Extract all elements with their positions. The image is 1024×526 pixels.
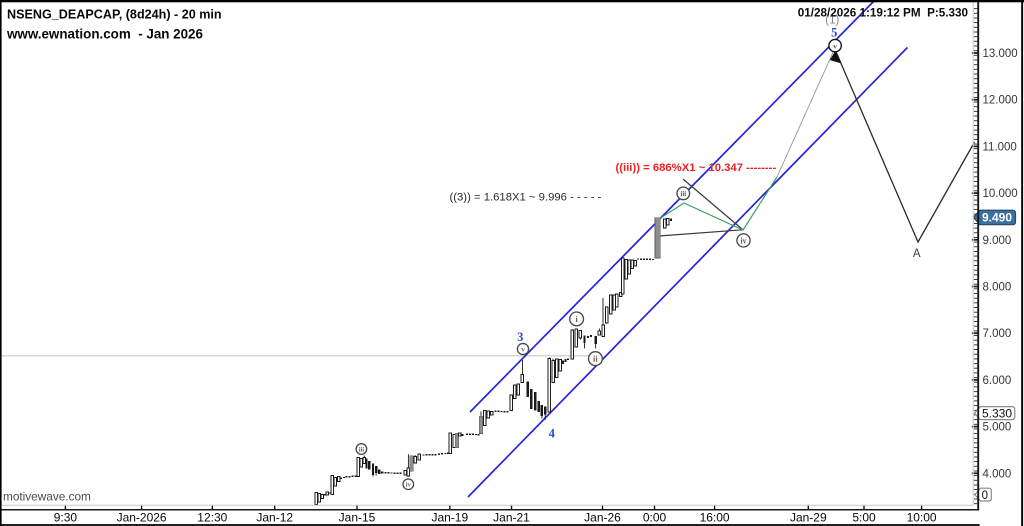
svg-text:((3)) = 1.618X1 ~ 9.996 - - -: ((3)) = 1.618X1 ~ 9.996 - - - - - [450, 192, 602, 204]
svg-text:4.000: 4.000 [983, 468, 1012, 480]
svg-text:5.330: 5.330 [982, 406, 1012, 420]
svg-text:v: v [833, 41, 837, 50]
svg-text:Jan-12: Jan-12 [256, 510, 293, 524]
svg-text:iv: iv [406, 482, 412, 489]
svg-text:www.ewnation.com - Jan 2026: www.ewnation.com - Jan 2026 [6, 27, 203, 42]
svg-text:10:00: 10:00 [907, 510, 937, 524]
svg-text:13.000: 13.000 [983, 48, 1018, 60]
svg-text:5:00: 5:00 [852, 510, 876, 524]
svg-text:10.000: 10.000 [983, 188, 1018, 200]
svg-text:Jan-19: Jan-19 [431, 510, 468, 524]
svg-text:4: 4 [549, 427, 556, 441]
svg-text:01/28/2026 1:19:12 PM P:5.330: 01/28/2026 1:19:12 PM P:5.330 [798, 6, 969, 19]
svg-text:motivewave.com: motivewave.com [3, 490, 91, 504]
svg-text:iii: iii [359, 446, 365, 453]
svg-text:A: A [913, 248, 921, 260]
svg-text:iii: iii [680, 190, 686, 198]
svg-text:9.000: 9.000 [983, 235, 1012, 247]
svg-text:((iii)) = 686%X1 ~ 10.347 ----: ((iii)) = 686%X1 ~ 10.347 -------- [616, 162, 777, 174]
svg-text:12.000: 12.000 [983, 95, 1018, 107]
svg-text:5.000: 5.000 [983, 422, 1012, 434]
svg-text:6.000: 6.000 [983, 375, 1012, 387]
svg-text:Jan-21: Jan-21 [493, 510, 530, 524]
svg-text:Jan-26: Jan-26 [584, 510, 621, 524]
svg-text:9:30: 9:30 [54, 510, 78, 524]
svg-text:v: v [521, 346, 525, 354]
svg-text:0:00: 0:00 [643, 510, 667, 524]
svg-text:9.490: 9.490 [982, 211, 1012, 225]
svg-text:0: 0 [982, 490, 988, 502]
svg-text:Jan-2026: Jan-2026 [117, 510, 167, 524]
svg-text:7.000: 7.000 [983, 328, 1012, 340]
svg-text:Jan-29: Jan-29 [790, 510, 827, 524]
svg-text:iv: iv [740, 236, 746, 245]
svg-text:i: i [575, 314, 578, 324]
svg-text:8.000: 8.000 [983, 282, 1012, 294]
svg-text:5: 5 [831, 25, 837, 39]
svg-text:Jan-15: Jan-15 [339, 510, 376, 524]
svg-text:3: 3 [517, 330, 523, 344]
svg-text:12:30: 12:30 [197, 510, 227, 524]
svg-text:NSENG_DEAPCAP, (8d24h) - 20 mi: NSENG_DEAPCAP, (8d24h) - 20 min [7, 8, 222, 22]
svg-text:(1): (1) [825, 14, 839, 26]
svg-text:16:00: 16:00 [700, 510, 730, 524]
svg-text:ii: ii [593, 354, 598, 364]
svg-text:11.000: 11.000 [983, 141, 1017, 153]
